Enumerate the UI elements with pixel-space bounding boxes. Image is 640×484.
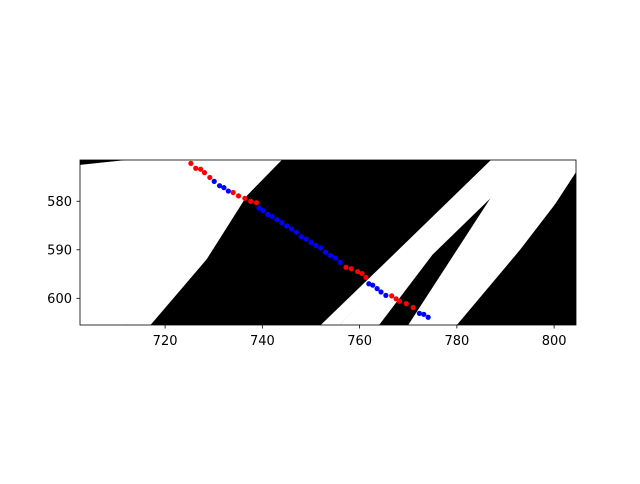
image-layer [80,160,576,325]
data-point [327,253,334,259]
x-tick-label: 760 [347,334,372,349]
data-point [221,185,227,191]
data-point [274,217,280,223]
data-point [193,165,199,171]
data-point [298,234,304,240]
data-point [225,188,231,194]
image-stripe [80,160,224,314]
x-tick-label: 800 [542,334,567,349]
data-point [378,289,384,295]
x-tick-label: 740 [250,334,275,349]
data-point [269,213,275,219]
data-point [230,189,236,196]
data-point [383,292,389,298]
data-point [416,310,423,316]
data-point [332,255,338,261]
data-point [256,205,262,211]
y-axis: 580 590 600 [47,195,80,307]
x-tick-label: 720 [153,334,178,349]
data-point [265,211,271,217]
data-point [308,239,314,246]
data-point [410,304,416,311]
data-point [370,282,376,288]
data-point [403,301,409,307]
image-stripe [408,160,576,325]
data-point [253,200,260,206]
data-point [235,193,242,199]
data-point [359,270,365,277]
data-point [211,178,217,184]
data-point [396,298,403,304]
data-point [337,259,343,265]
series-layer [188,160,431,320]
data-point [348,266,354,272]
y-tick-label: 580 [47,195,72,210]
y-tick-label: 600 [47,292,72,307]
data-point [288,226,295,232]
x-tick-label: 780 [444,334,469,349]
data-point [279,220,285,226]
axes-frame [79,159,577,326]
data-point [207,174,213,181]
data-point [188,160,194,166]
image-stripe [340,160,530,325]
image-stripe [126,160,282,325]
data-point [313,242,319,249]
data-point [363,274,369,281]
x-axis: 720 740 760 780 800 [153,325,567,349]
data-point [421,311,427,317]
data-point [248,198,254,204]
data-point [216,183,223,189]
y-tick-label: 590 [47,243,72,258]
data-point [322,249,329,255]
data-point [284,223,290,229]
data-point [425,314,431,320]
data-point [260,207,266,214]
data-point [389,293,395,299]
data-point [197,166,204,172]
image-dark-region [257,160,482,325]
data-point [343,264,349,270]
data-point [318,245,324,251]
data-point [242,195,248,201]
data-point [201,170,208,176]
data-point [293,229,299,235]
data-point [303,236,309,242]
image-dark-region [476,172,576,325]
data-point [355,269,361,275]
data-point [374,286,380,292]
